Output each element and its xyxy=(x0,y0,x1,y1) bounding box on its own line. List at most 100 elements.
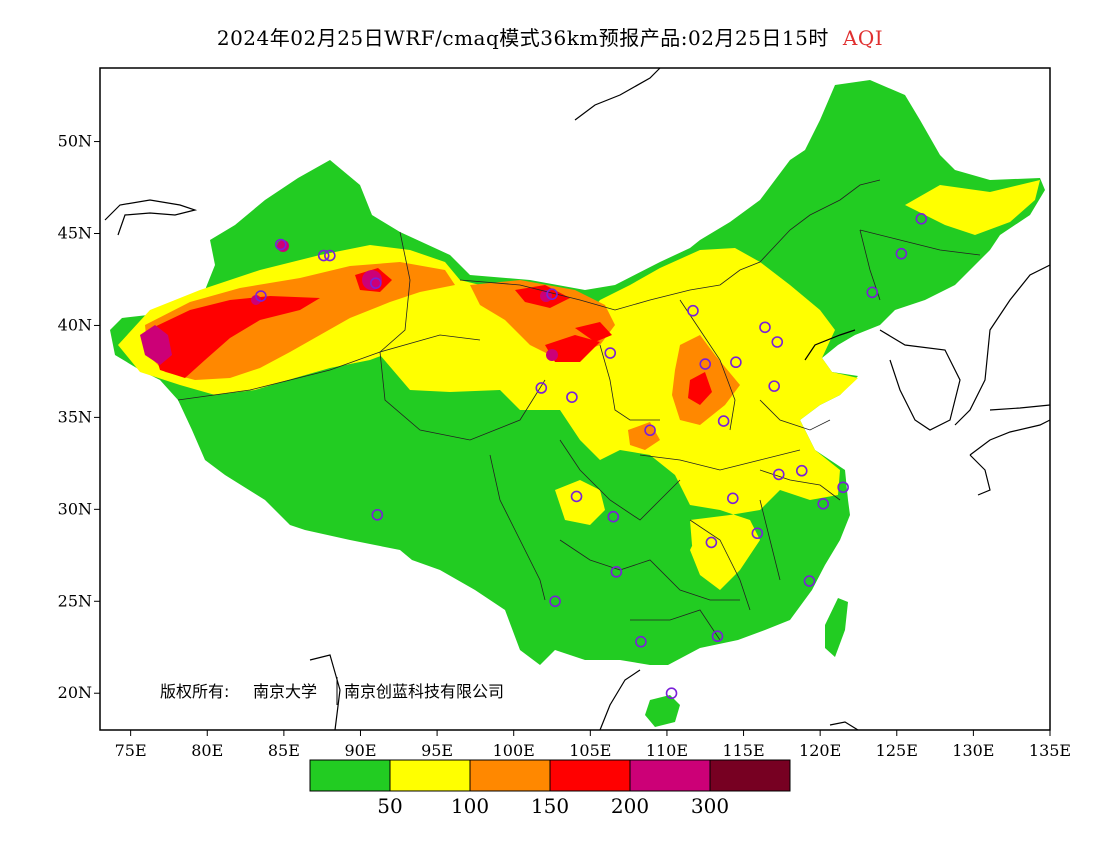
boundary-xinjiang-gansu xyxy=(379,231,411,353)
coastline-indochina xyxy=(309,654,859,731)
title-main: 2024年02月25日WRF/cmaq模式36km预报产品:02月25日15时 xyxy=(216,26,829,50)
lon-tick-label: 80E xyxy=(191,741,223,760)
station-marker xyxy=(837,481,849,494)
aqi-orange-henan xyxy=(628,422,660,450)
coastline-russia xyxy=(574,67,661,121)
legend-swatch xyxy=(309,759,391,792)
legend-swatch xyxy=(469,759,551,792)
aqi-legend: 50 100 150 200 300 xyxy=(309,759,791,818)
station-marker xyxy=(730,356,742,369)
province-boundaries xyxy=(177,179,981,641)
station-marker xyxy=(324,249,336,262)
legend-label: 50 xyxy=(377,794,402,818)
aqi-yellow-north-plain xyxy=(380,248,858,590)
station-marker xyxy=(371,509,384,521)
aqi-red-shanxi xyxy=(688,372,712,405)
station-marker xyxy=(610,566,623,578)
legend-swatch xyxy=(629,759,711,792)
lon-tick-label: 100E xyxy=(493,741,535,760)
legend-label: 150 xyxy=(531,794,569,818)
aqi-red-tarim xyxy=(148,296,320,378)
copyright-org2: 南京创蓝科技有限公司 xyxy=(344,682,504,701)
station-marker xyxy=(566,391,578,403)
station-marker xyxy=(705,536,718,549)
aqi-magenta-ningxia xyxy=(546,349,558,361)
station-marker xyxy=(255,290,267,302)
boundary-xinjiang-tibet xyxy=(177,334,481,401)
aqi-fill-layer xyxy=(110,80,1045,727)
station-markers xyxy=(255,212,928,700)
lon-tick-label: 110E xyxy=(646,741,688,760)
boundary-sichuan-chongqing xyxy=(559,439,681,521)
lon-tick-label: 135E xyxy=(1029,741,1071,760)
coastline-japan xyxy=(954,264,1051,496)
legend-label: 300 xyxy=(691,794,729,818)
lat-tick-label: 50N xyxy=(58,132,92,151)
boundary-inner-mongolia xyxy=(459,179,881,311)
station-marker xyxy=(317,249,330,262)
station-marker xyxy=(817,498,830,510)
lon-tick-label: 115E xyxy=(722,741,764,760)
plot-frame xyxy=(99,67,1051,731)
legend-swatch xyxy=(549,759,631,792)
station-marker xyxy=(370,277,382,289)
station-marker xyxy=(635,635,647,648)
station-marker xyxy=(895,247,908,260)
station-marker xyxy=(644,424,656,437)
station-marker xyxy=(866,286,879,299)
aqi-green-taiwan xyxy=(825,598,848,657)
boundary-shandong xyxy=(759,399,831,431)
aqi-green-hainan xyxy=(645,695,680,727)
boundary-gansu-shaanxi xyxy=(599,344,660,421)
legend-swatch xyxy=(709,759,791,792)
station-marker xyxy=(751,527,764,540)
station-marker xyxy=(759,321,771,334)
coastlines xyxy=(104,67,1051,731)
station-marker xyxy=(275,238,287,251)
aqi-red-ningxia xyxy=(545,335,600,362)
aqi-red-inner-mongolia xyxy=(575,322,612,342)
lon-tick-label: 105E xyxy=(569,741,611,760)
station-marker xyxy=(727,492,739,505)
coastline-kazakhstan xyxy=(104,199,198,236)
lon-tick-label: 130E xyxy=(952,741,994,760)
lon-tick-label: 125E xyxy=(876,741,918,760)
lon-tick-label: 75E xyxy=(115,741,147,760)
station-marker xyxy=(771,336,784,348)
boundary-shanxi-hebei xyxy=(679,299,736,431)
boundary-henan-hubei xyxy=(639,449,801,471)
coastline-korea xyxy=(879,329,961,431)
station-marker xyxy=(772,468,785,481)
lat-tick-label: 35N xyxy=(58,407,92,426)
aqi-magenta-kashgar xyxy=(140,325,172,365)
boundary-qinghai xyxy=(379,351,546,441)
axis-ticks: 20N 25N 30N 35N 40N 45N 50N 75E 80E 85E 90E 95E 100E… xyxy=(58,132,1071,760)
station-marker xyxy=(549,595,561,608)
boundary-yunnan-guizhou xyxy=(559,539,740,601)
lat-tick-label: 20N xyxy=(58,683,92,702)
station-marker xyxy=(915,212,928,225)
lon-tick-label: 120E xyxy=(799,741,841,760)
aqi-yellow-northeast xyxy=(905,180,1040,235)
lat-tick-label: 25N xyxy=(58,591,92,610)
station-marker xyxy=(768,380,780,392)
coastline-bohai xyxy=(804,329,856,361)
boundary-tibet-sichuan xyxy=(489,454,546,601)
lon-tick-label: 90E xyxy=(344,741,376,760)
legend-swatch xyxy=(389,759,471,792)
aqi-magenta-karamay xyxy=(277,240,289,252)
boundary-jiangsu-zhejiang xyxy=(759,469,841,501)
station-marker xyxy=(665,687,678,700)
map-title: 2024年02月25日WRF/cmaq模式36km预报产品:02月25日15时 A… xyxy=(0,22,1100,51)
lat-tick-label: 30N xyxy=(58,499,92,518)
station-marker xyxy=(717,415,730,427)
station-marker xyxy=(711,630,724,643)
station-marker xyxy=(803,575,816,587)
station-marker xyxy=(699,358,712,370)
station-marker xyxy=(570,490,583,503)
title-variable: AQI xyxy=(842,26,884,50)
station-marker xyxy=(535,382,548,394)
lon-tick-label: 95E xyxy=(421,741,453,760)
station-marker xyxy=(607,510,620,523)
